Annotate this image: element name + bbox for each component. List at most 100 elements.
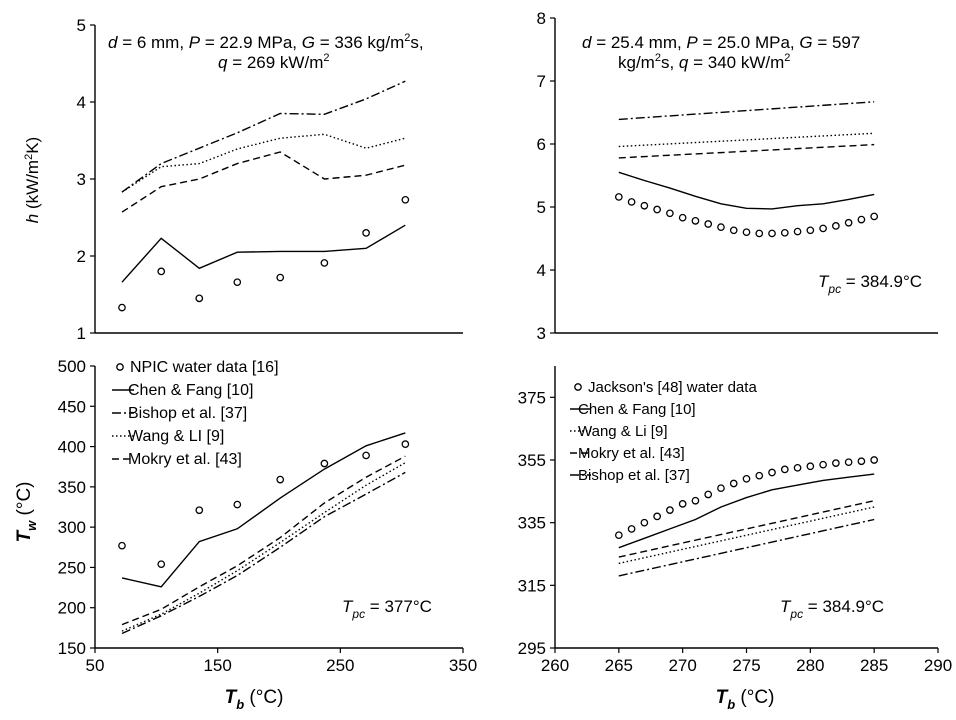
x-tick-label: 270 [668,656,696,675]
tpc-label: Tpc = 384.9°C [780,597,884,621]
series-line-dashed [618,143,875,159]
data-point [195,294,204,303]
data-point [806,462,815,471]
x-tick-label: 280 [796,656,824,675]
legend-label: NPIC water data [16] [130,359,279,376]
y-tick-label: 150 [58,639,86,658]
data-point [276,273,285,282]
y-tick-label: 295 [518,639,546,658]
y-tick-label: 4 [537,261,546,280]
data-point [691,217,700,225]
data-point [118,541,126,550]
annotation-line-2: q = 269 kW/m2 [218,52,329,72]
data-point [729,479,738,488]
legend-label: Chen & Fang [10] [128,382,253,399]
x-axis-label: Tb (°C) [225,687,284,712]
data-point [640,518,649,527]
data-point [666,506,674,514]
data-point [768,468,776,477]
y-tick-label: 355 [518,451,546,470]
x-tick-label: 350 [449,656,477,675]
data-point [195,506,204,515]
data-point [857,457,866,466]
data-point [401,195,410,204]
data-point [678,500,687,508]
y-tick-label: 3 [537,324,546,343]
data-point [320,459,329,468]
series-line-dashdot [121,80,406,193]
x-tick-label: 290 [924,656,952,675]
data-point [627,198,636,206]
data-point [832,459,840,467]
series-line-dotted [121,133,406,193]
data-point [233,500,242,509]
data-point [276,475,285,484]
x-tick-label: 285 [860,656,888,675]
y-tick-label: 6 [537,135,546,154]
y-tick-label: 450 [58,397,86,416]
series-line-solid [121,432,406,588]
data-point [729,226,738,235]
data-point [844,218,853,227]
y-tick-label: 400 [58,438,86,457]
tpc-label: Tpc = 384.9°C [818,272,922,296]
data-point [793,463,802,472]
data-point [742,228,751,237]
data-point [653,205,661,214]
y-tick-label: 500 [58,357,86,376]
data-point [320,259,329,267]
y-tick-label: 2 [77,247,86,266]
data-point [717,484,725,493]
data-point [640,201,649,210]
data-point [678,213,687,222]
x-tick-label: 50 [86,656,105,675]
annotation-line-1: d = 6 mm, P = 22.9 MPa, G = 336 kg/m2s, [108,32,424,52]
panel-top-right: 3 4 5 6 7 8 d = 25.4 mm, P = 25.0 MPa, G = 59… [537,9,938,343]
data-point [653,512,661,521]
tpc-label: Tpc = 377°C [342,597,432,621]
data-point [362,451,370,460]
series-line-dashdot [121,471,406,635]
legend-label: Wang & Li [9] [578,423,668,440]
legend-label: Mokry et al. [43] [578,445,685,462]
legend-label: Mokry et al. [43] [128,451,242,468]
y-axis-label: Tw (°C) [14,482,39,543]
series-line-solid [618,171,875,210]
data-point [793,227,802,236]
data-point [780,465,789,474]
data-point [666,209,674,218]
data-point [157,560,166,569]
series-line-solid [121,224,406,283]
data-point [742,474,751,483]
data-point [768,229,776,238]
series-line-dashdot [618,101,875,121]
y-tick-label: 335 [518,514,546,533]
data-point [806,226,815,235]
y-tick-label: 1 [77,324,86,343]
y-tick-label: 315 [518,576,546,595]
y-tick-label: 5 [77,16,86,35]
data-point [870,456,879,464]
data-point [362,229,370,237]
y-tick-label: 250 [58,558,86,577]
data-point [755,229,764,238]
x-axis-label: Tb (°C) [716,687,775,712]
data-point [118,303,126,312]
y-tick-label: 300 [58,518,86,537]
data-point [233,278,242,287]
data-point [401,440,410,449]
data-point [857,215,866,224]
series-line-solid [618,473,875,549]
y-tick-label: 200 [58,599,86,618]
x-tick-label: 275 [732,656,760,675]
x-tick-label: 260 [541,656,569,675]
y-tick-label: 350 [58,478,86,497]
data-point [819,460,827,469]
y-tick-label: 7 [537,72,546,91]
legend-label: Jackson's [48] water data [588,379,757,396]
data-point [780,228,789,237]
data-point [691,496,700,505]
